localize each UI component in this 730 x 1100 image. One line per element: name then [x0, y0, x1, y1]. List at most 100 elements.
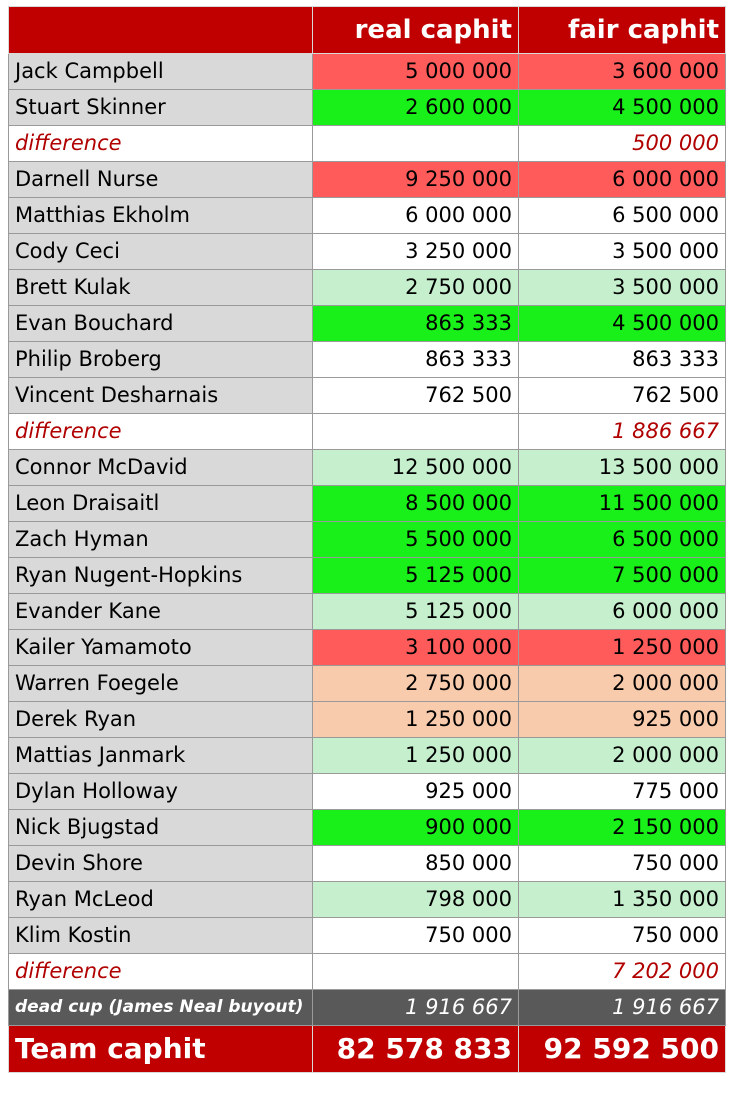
player-name-cell[interactable]: Leon Draisaitl — [8, 485, 313, 522]
player-name-cell[interactable]: Philip Broberg — [8, 341, 313, 378]
player-row: Zach Hyman 5 500 000 6 500 000 — [8, 521, 726, 558]
header-fair-caphit[interactable]: fair caphit — [518, 6, 726, 54]
player-row: Derek Ryan 1 250 000 925 000 — [8, 701, 726, 738]
real-caphit-cell[interactable]: 8 500 000 — [312, 485, 519, 522]
player-name-cell[interactable]: Evander Kane — [8, 593, 313, 630]
team-caphit-label[interactable]: Team caphit — [8, 1025, 313, 1073]
player-row: Philip Broberg 863 333 863 333 — [8, 341, 726, 378]
real-caphit-cell[interactable]: 5 500 000 — [312, 521, 519, 558]
fair-caphit-cell[interactable]: 750 000 — [518, 917, 726, 954]
fair-caphit-cell[interactable]: 2 000 000 — [518, 737, 726, 774]
fair-caphit-cell[interactable]: 6 000 000 — [518, 593, 726, 630]
difference-row: difference 7 202 000 — [8, 953, 726, 990]
real-caphit-cell[interactable]: 900 000 — [312, 809, 519, 846]
fair-caphit-cell[interactable]: 7 202 000 — [518, 953, 726, 990]
team-real-caphit-total[interactable]: 82 578 833 — [312, 1025, 519, 1073]
real-caphit-cell[interactable]: 1 916 667 — [312, 989, 519, 1026]
fair-caphit-cell[interactable]: 13 500 000 — [518, 449, 726, 486]
fair-caphit-cell[interactable]: 1 886 667 — [518, 413, 726, 450]
player-name-cell[interactable]: Klim Kostin — [8, 917, 313, 954]
player-row: Leon Draisaitl 8 500 000 11 500 000 — [8, 485, 726, 522]
player-name-cell[interactable]: Stuart Skinner — [8, 89, 313, 126]
player-name-cell[interactable]: Devin Shore — [8, 845, 313, 882]
player-row: Ryan Nugent-Hopkins 5 125 000 7 500 000 — [8, 557, 726, 594]
player-name-cell[interactable]: Ryan McLeod — [8, 881, 313, 918]
fair-caphit-cell[interactable]: 11 500 000 — [518, 485, 726, 522]
caphit-table-body: real caphit fair caphit Jack Campbell 5 0… — [8, 6, 726, 1073]
player-row: Mattias Janmark 1 250 000 2 000 000 — [8, 737, 726, 774]
real-caphit-cell[interactable]: 5 000 000 — [312, 53, 519, 90]
real-caphit-cell[interactable]: 3 250 000 — [312, 233, 519, 270]
fair-caphit-cell[interactable]: 3 500 000 — [518, 269, 726, 306]
player-name-cell[interactable]: Cody Ceci — [8, 233, 313, 270]
real-caphit-cell[interactable]: 12 500 000 — [312, 449, 519, 486]
real-caphit-cell[interactable]: 850 000 — [312, 845, 519, 882]
player-row: Evan Bouchard 863 333 4 500 000 — [8, 305, 726, 342]
fair-caphit-cell[interactable]: 750 000 — [518, 845, 726, 882]
fair-caphit-cell[interactable]: 762 500 — [518, 377, 726, 414]
fair-caphit-cell[interactable]: 4 500 000 — [518, 89, 726, 126]
team-fair-caphit-total[interactable]: 92 592 500 — [518, 1025, 726, 1073]
player-row: Warren Foegele 2 750 000 2 000 000 — [8, 665, 726, 702]
real-caphit-cell[interactable] — [312, 125, 519, 162]
fair-caphit-cell[interactable]: 2 000 000 — [518, 665, 726, 702]
player-name-cell[interactable]: Kailer Yamamoto — [8, 629, 313, 666]
real-caphit-cell[interactable]: 1 250 000 — [312, 701, 519, 738]
player-name-cell[interactable]: Brett Kulak — [8, 269, 313, 306]
header-real-caphit[interactable]: real caphit — [312, 6, 519, 54]
real-caphit-cell[interactable]: 750 000 — [312, 917, 519, 954]
real-caphit-cell[interactable]: 762 500 — [312, 377, 519, 414]
real-caphit-cell[interactable]: 863 333 — [312, 341, 519, 378]
fair-caphit-cell[interactable]: 4 500 000 — [518, 305, 726, 342]
real-caphit-cell[interactable]: 3 100 000 — [312, 629, 519, 666]
fair-caphit-cell[interactable]: 500 000 — [518, 125, 726, 162]
real-caphit-cell[interactable]: 798 000 — [312, 881, 519, 918]
player-row: Evander Kane 5 125 000 6 000 000 — [8, 593, 726, 630]
header-name-cell[interactable] — [8, 6, 313, 54]
difference-label-cell[interactable]: difference — [8, 125, 313, 162]
real-caphit-cell[interactable]: 6 000 000 — [312, 197, 519, 234]
player-name-cell[interactable]: Evan Bouchard — [8, 305, 313, 342]
player-name-cell[interactable]: Derek Ryan — [8, 701, 313, 738]
real-caphit-cell[interactable] — [312, 953, 519, 990]
real-caphit-cell[interactable]: 863 333 — [312, 305, 519, 342]
fair-caphit-cell[interactable]: 925 000 — [518, 701, 726, 738]
player-name-cell[interactable]: Matthias Ekholm — [8, 197, 313, 234]
fair-caphit-cell[interactable]: 1 916 667 — [518, 989, 726, 1026]
dead-cap-label-cell[interactable]: dead cup (James Neal buyout) — [8, 989, 313, 1026]
fair-caphit-cell[interactable]: 1 350 000 — [518, 881, 726, 918]
real-caphit-cell[interactable]: 2 750 000 — [312, 665, 519, 702]
real-caphit-cell[interactable]: 9 250 000 — [312, 161, 519, 198]
real-caphit-cell[interactable]: 5 125 000 — [312, 557, 519, 594]
player-name-cell[interactable]: Ryan Nugent-Hopkins — [8, 557, 313, 594]
real-caphit-cell[interactable] — [312, 413, 519, 450]
fair-caphit-cell[interactable]: 775 000 — [518, 773, 726, 810]
player-name-cell[interactable]: Darnell Nurse — [8, 161, 313, 198]
real-caphit-cell[interactable]: 1 250 000 — [312, 737, 519, 774]
fair-caphit-cell[interactable]: 2 150 000 — [518, 809, 726, 846]
difference-label-cell[interactable]: difference — [8, 413, 313, 450]
player-row: Jack Campbell 5 000 000 3 600 000 — [8, 53, 726, 90]
real-caphit-cell[interactable]: 2 750 000 — [312, 269, 519, 306]
player-name-cell[interactable]: Jack Campbell — [8, 53, 313, 90]
fair-caphit-cell[interactable]: 1 250 000 — [518, 629, 726, 666]
difference-label-cell[interactable]: difference — [8, 953, 313, 990]
player-name-cell[interactable]: Vincent Desharnais — [8, 377, 313, 414]
real-caphit-cell[interactable]: 925 000 — [312, 773, 519, 810]
fair-caphit-cell[interactable]: 6 000 000 — [518, 161, 726, 198]
fair-caphit-cell[interactable]: 6 500 000 — [518, 197, 726, 234]
fair-caphit-cell[interactable]: 3 500 000 — [518, 233, 726, 270]
difference-row: difference 500 000 — [8, 125, 726, 162]
fair-caphit-cell[interactable]: 863 333 — [518, 341, 726, 378]
fair-caphit-cell[interactable]: 3 600 000 — [518, 53, 726, 90]
fair-caphit-cell[interactable]: 6 500 000 — [518, 521, 726, 558]
real-caphit-cell[interactable]: 2 600 000 — [312, 89, 519, 126]
fair-caphit-cell[interactable]: 7 500 000 — [518, 557, 726, 594]
player-name-cell[interactable]: Dylan Holloway — [8, 773, 313, 810]
real-caphit-cell[interactable]: 5 125 000 — [312, 593, 519, 630]
player-name-cell[interactable]: Warren Foegele — [8, 665, 313, 702]
player-name-cell[interactable]: Zach Hyman — [8, 521, 313, 558]
player-name-cell[interactable]: Mattias Janmark — [8, 737, 313, 774]
player-name-cell[interactable]: Nick Bjugstad — [8, 809, 313, 846]
player-name-cell[interactable]: Connor McDavid — [8, 449, 313, 486]
